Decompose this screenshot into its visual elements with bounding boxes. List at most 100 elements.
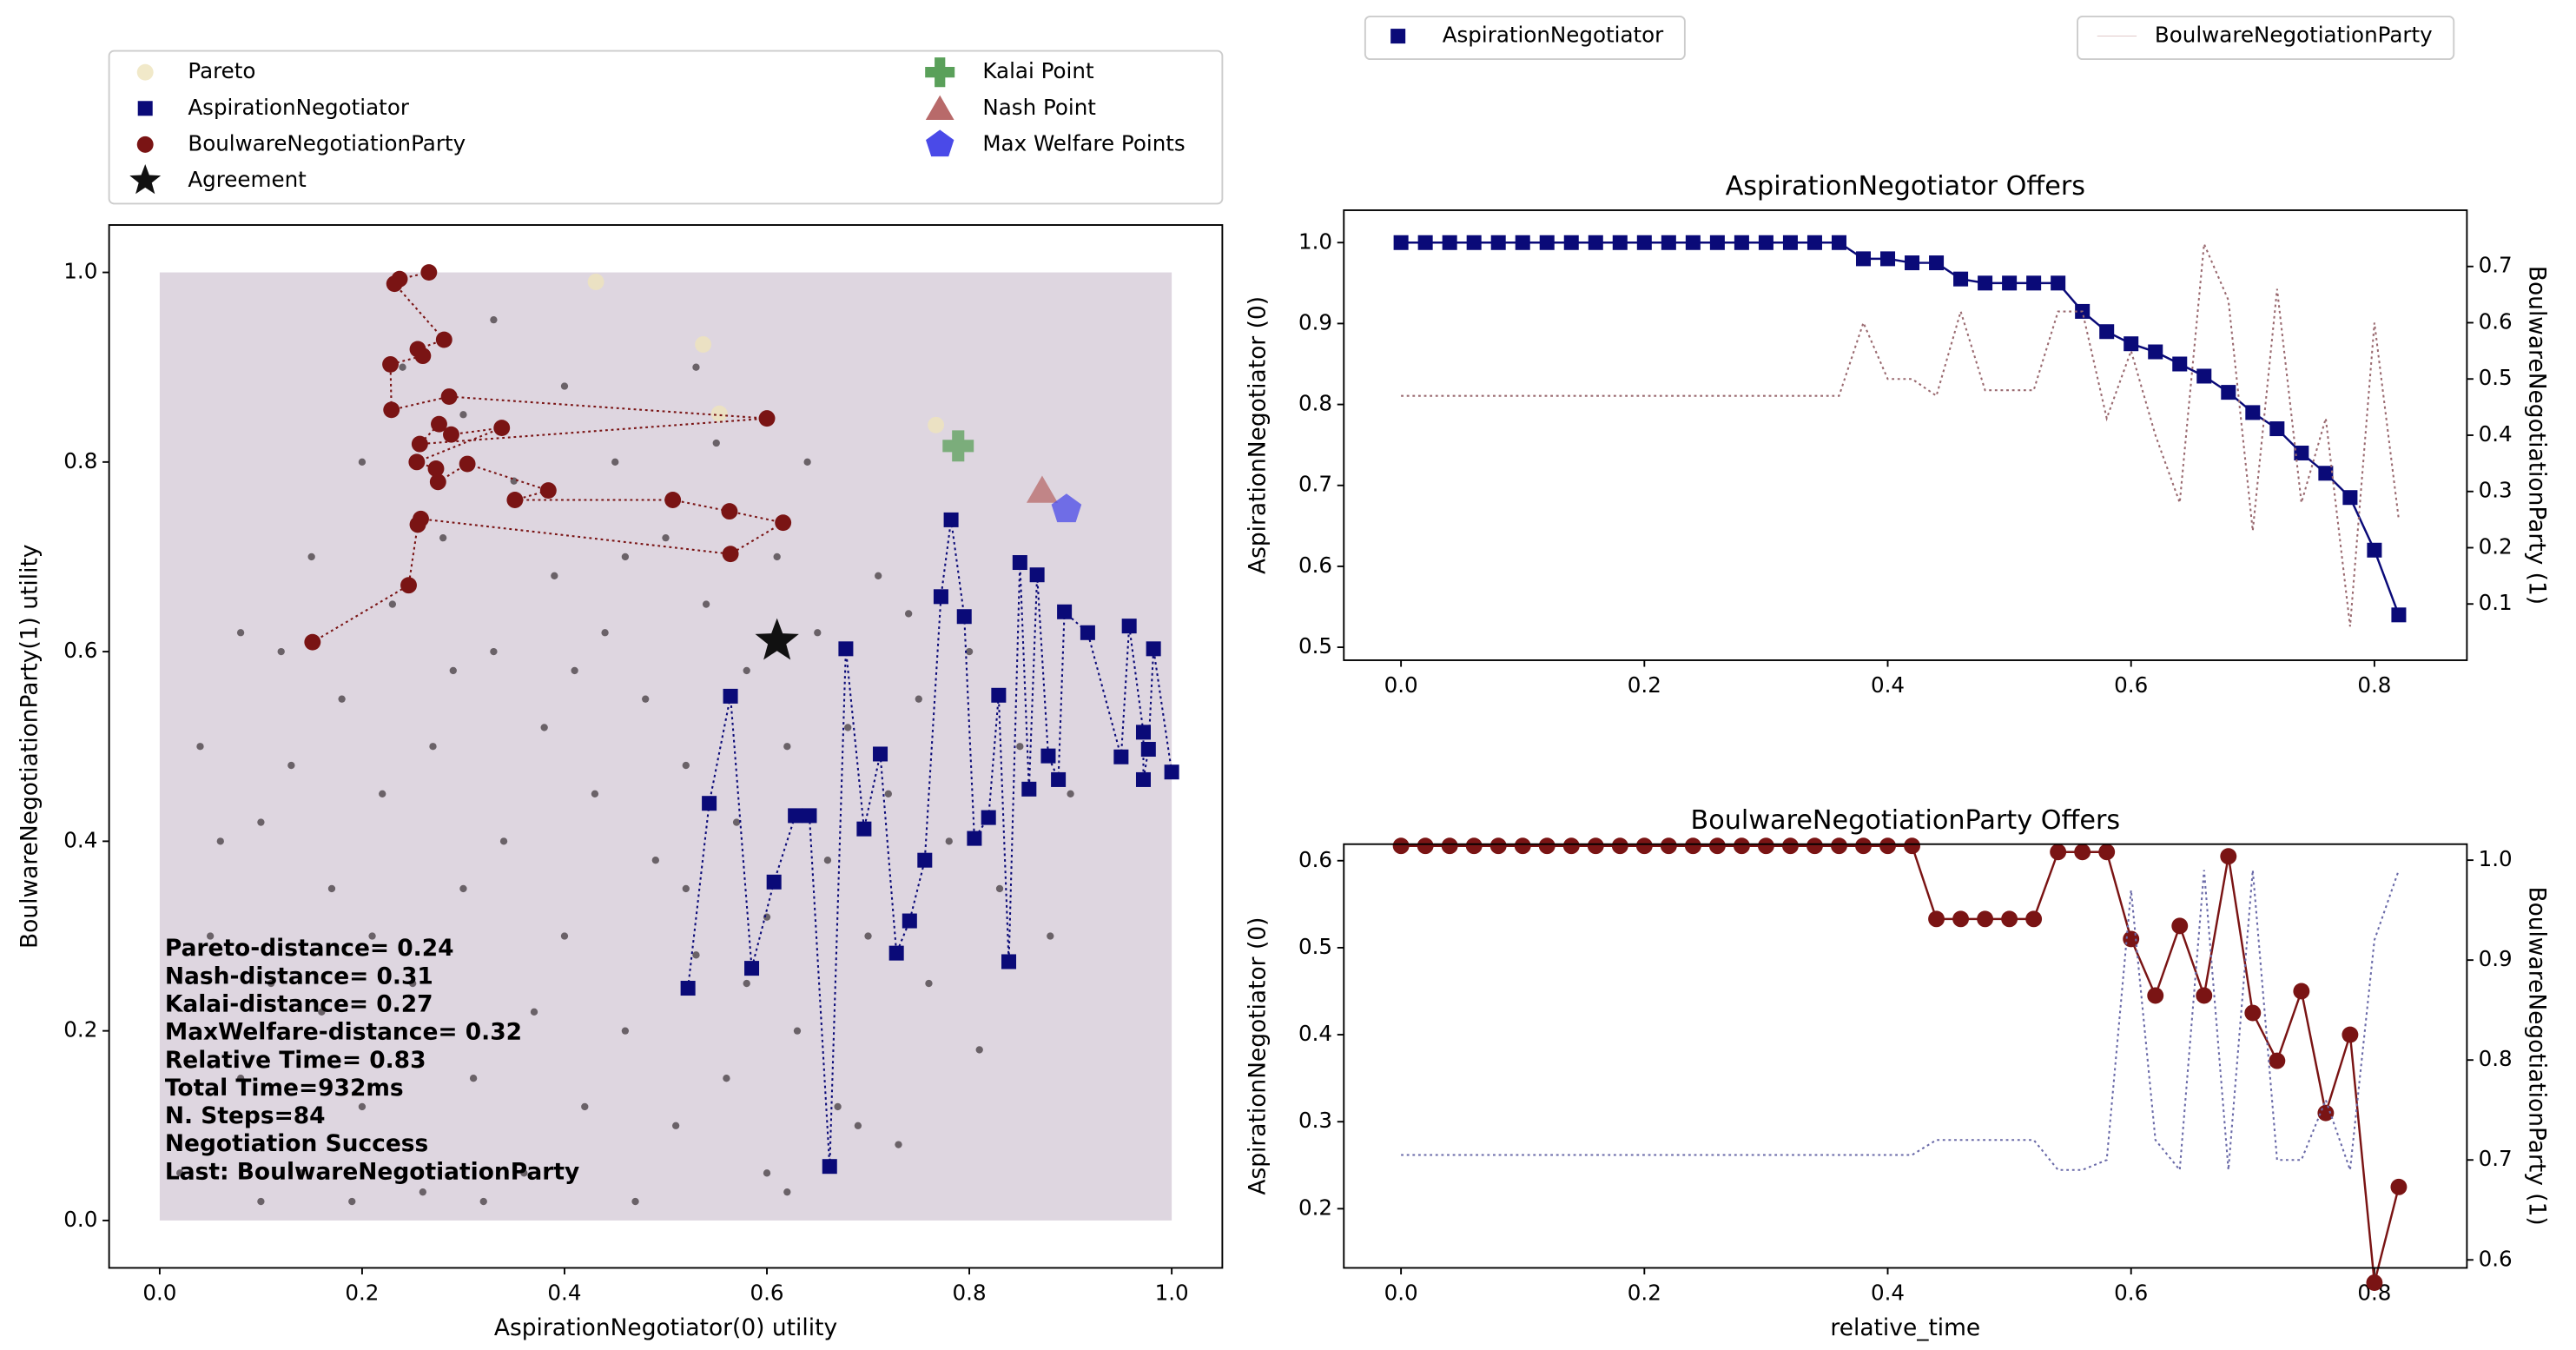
outcome (651, 857, 660, 864)
point (1661, 235, 1676, 250)
x-tick-label: 0.2 (345, 1281, 379, 1306)
legend-label: AspirationNegotiator (1443, 23, 1664, 48)
legend-marker (136, 63, 154, 81)
point (506, 492, 524, 508)
outcome (571, 666, 578, 675)
point (755, 618, 799, 660)
outcome (409, 979, 417, 988)
y-axis-label: BoulwareNegotiationParty(1) utility (16, 544, 43, 948)
outcome (469, 1075, 478, 1082)
point (539, 482, 557, 500)
point (1026, 475, 1058, 503)
series-line (1401, 870, 2400, 1173)
legend-marker (1390, 29, 1406, 44)
point (2196, 987, 2213, 1004)
point (2269, 421, 2285, 437)
point (1538, 837, 1556, 855)
point (680, 981, 696, 996)
point (1539, 235, 1555, 250)
x-tick-label: 0.6 (2114, 1281, 2148, 1306)
outcome (783, 743, 791, 751)
point (933, 589, 948, 605)
point (695, 336, 712, 353)
point (775, 514, 792, 532)
point (383, 401, 400, 419)
legend-label: BoulwareNegotiationParty (188, 130, 466, 156)
outcome (560, 382, 569, 390)
point (943, 512, 959, 527)
point (1977, 910, 1994, 928)
annotation: Total Time=932ms (165, 1075, 404, 1102)
y-tick-label: 0.4 (63, 827, 97, 852)
point (2196, 368, 2212, 384)
point (1781, 837, 1799, 855)
outcome (530, 1008, 538, 1016)
point (1709, 235, 1725, 250)
y2-tick-label: 0.4 (2479, 421, 2513, 447)
point (2390, 1178, 2408, 1195)
outcome (814, 629, 822, 637)
y-tick-label: 0.2 (1298, 1194, 1332, 1220)
point (1904, 837, 1920, 855)
y2-tick-label: 0.6 (2479, 1246, 2513, 1271)
point (1953, 271, 1969, 287)
outcome (834, 1102, 842, 1111)
point (1392, 837, 1410, 855)
point (928, 416, 945, 433)
y2-tick-label: 0.7 (2479, 253, 2513, 278)
outcome (854, 1122, 862, 1129)
point (664, 492, 682, 508)
outcome (338, 695, 346, 703)
point (1611, 837, 1628, 855)
point (744, 961, 760, 976)
point (1612, 235, 1628, 250)
outcome (1047, 932, 1054, 940)
y-tick-label: 0.7 (1298, 472, 1332, 497)
outcome (793, 1027, 802, 1035)
point (1855, 837, 1872, 855)
point (459, 455, 476, 473)
legend-marker (925, 57, 955, 88)
outcome (449, 666, 457, 675)
outcome (975, 1046, 983, 1054)
point (1135, 771, 1151, 787)
legend-box (108, 50, 1224, 205)
legend-box (1364, 15, 1686, 61)
outcome (216, 837, 224, 845)
outcome (236, 1075, 245, 1082)
point (2293, 983, 2310, 1000)
outcome (560, 932, 569, 940)
point (2220, 848, 2237, 865)
point (1489, 837, 1507, 855)
point (1636, 235, 1652, 250)
point (967, 831, 982, 846)
outcome (662, 533, 670, 542)
annotation: Nash-distance= 0.31 (165, 963, 433, 989)
outcome (307, 553, 315, 561)
outcome (429, 743, 437, 751)
point (1588, 235, 1603, 250)
plot-frame (1343, 843, 2468, 1269)
point (2098, 844, 2116, 861)
point (802, 808, 817, 824)
point (1021, 781, 1037, 797)
outcome (419, 1188, 426, 1196)
point (386, 275, 403, 293)
point (758, 410, 776, 427)
outcome (236, 629, 245, 637)
outcome (803, 458, 811, 466)
outcome (915, 695, 922, 703)
point (304, 633, 321, 651)
point (2221, 385, 2236, 400)
point (722, 546, 739, 563)
point (873, 746, 888, 762)
outcome (581, 1102, 589, 1111)
point (1880, 251, 1896, 267)
point (414, 347, 432, 365)
series-line (1401, 243, 2400, 627)
outcome (631, 1197, 639, 1206)
point (1113, 749, 1129, 764)
point (431, 415, 447, 433)
outcome (318, 1008, 326, 1016)
